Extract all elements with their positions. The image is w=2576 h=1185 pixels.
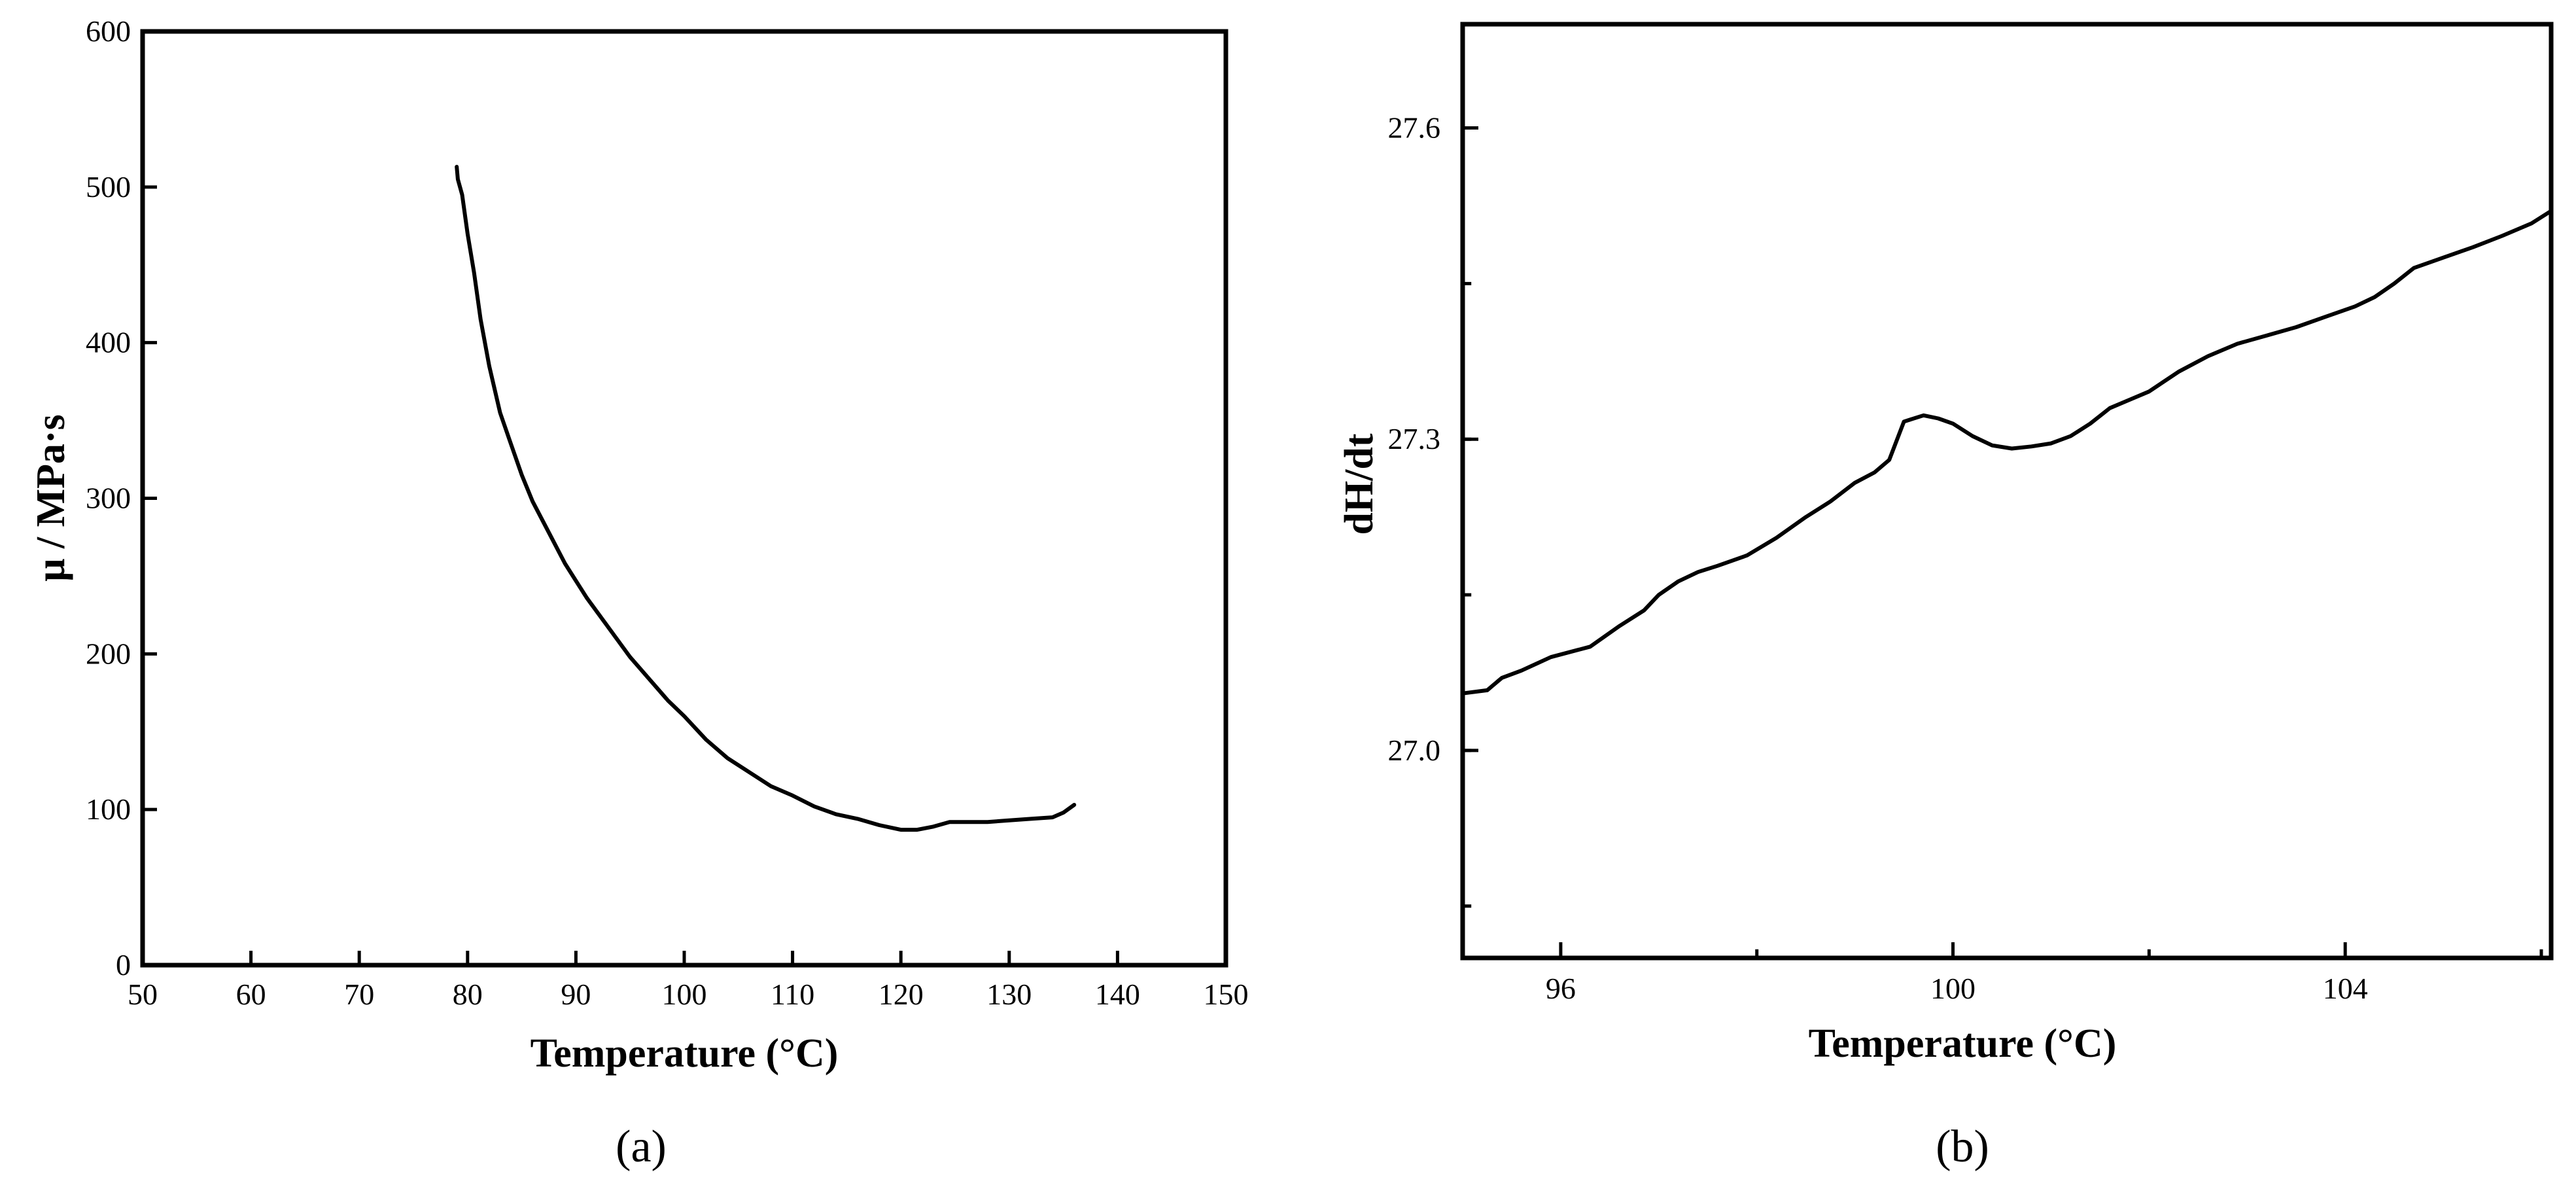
panel-a-y-tick-label: 500 — [86, 170, 131, 203]
panel-a-x-tick-label: 110 — [771, 978, 814, 1011]
panel-a-x-tick-label: 80 — [453, 978, 483, 1011]
panel-a: 50 60 70 80 90 100 110 120 130 140 150 0 100 200 300 4… — [29, 14, 1249, 1172]
panel-b-y-tick-label: 27.6 — [1388, 111, 1441, 145]
panel-b-dhdt-curve — [1461, 209, 2553, 696]
panel-b-x-tick-label: 100 — [1930, 972, 1976, 1005]
panel-b-y-tick-label: 27.0 — [1388, 734, 1441, 767]
panel-a-y-tick-label: 600 — [86, 14, 131, 48]
panel-b-label: (b) — [1936, 1122, 1989, 1172]
panel-b-x-tick-label: 96 — [1546, 972, 1576, 1005]
panel-a-x-axis-title: Temperature (°C) — [531, 1031, 839, 1076]
panel-a-y-tick-label: 0 — [116, 948, 131, 982]
panel-b-x-ticks: 96 100 104 — [1546, 942, 2543, 1005]
panel-a-y-tick-label: 300 — [86, 482, 131, 515]
panel-b-x-axis-title: Temperature (°C) — [1809, 1021, 2117, 1066]
panel-a-x-tick-label: 120 — [879, 978, 924, 1011]
panel-a-y-axis-title: μ / MPa·s — [29, 414, 73, 582]
panel-a-x-tick-label: 70 — [344, 978, 374, 1011]
panel-b-plot-frame — [1460, 22, 2554, 961]
panel-b-y-tick-label: 27.3 — [1388, 422, 1441, 455]
panel-a-x-tick-label: 130 — [986, 978, 1032, 1011]
panel-a-x-tick-label: 140 — [1095, 978, 1140, 1011]
panel-a-x-tick-label: 50 — [128, 978, 158, 1011]
panel-a-x-tick-label: 60 — [236, 978, 266, 1011]
panel-a-y-ticks: 0 100 200 300 400 500 600 — [86, 14, 157, 982]
panel-a-x-tick-label: 150 — [1204, 978, 1249, 1011]
panel-a-x-tick-label: 90 — [561, 978, 591, 1011]
panel-a-y-tick-label: 100 — [86, 792, 131, 826]
panel-b-x-tick-label: 104 — [2323, 972, 2368, 1005]
panel-a-y-tick-label: 400 — [86, 326, 131, 359]
panel-b-y-ticks: 27.0 27.3 27.6 — [1388, 111, 1478, 908]
panel-a-x-ticks: 50 60 70 80 90 100 110 120 130 140 150 — [128, 951, 1249, 1011]
panel-a-plot-frame — [140, 29, 1228, 968]
panel-a-x-tick-label: 100 — [662, 978, 707, 1011]
panel-a-viscosity-curve — [455, 164, 1077, 832]
panel-b: 96 100 104 27.0 27.3 27.6 Temperature (°C) d… — [1337, 22, 2554, 1172]
panel-a-y-tick-label: 200 — [86, 637, 131, 670]
panel-a-label: (a) — [616, 1122, 667, 1172]
panel-b-y-axis-title: dH/dt — [1337, 433, 1382, 535]
